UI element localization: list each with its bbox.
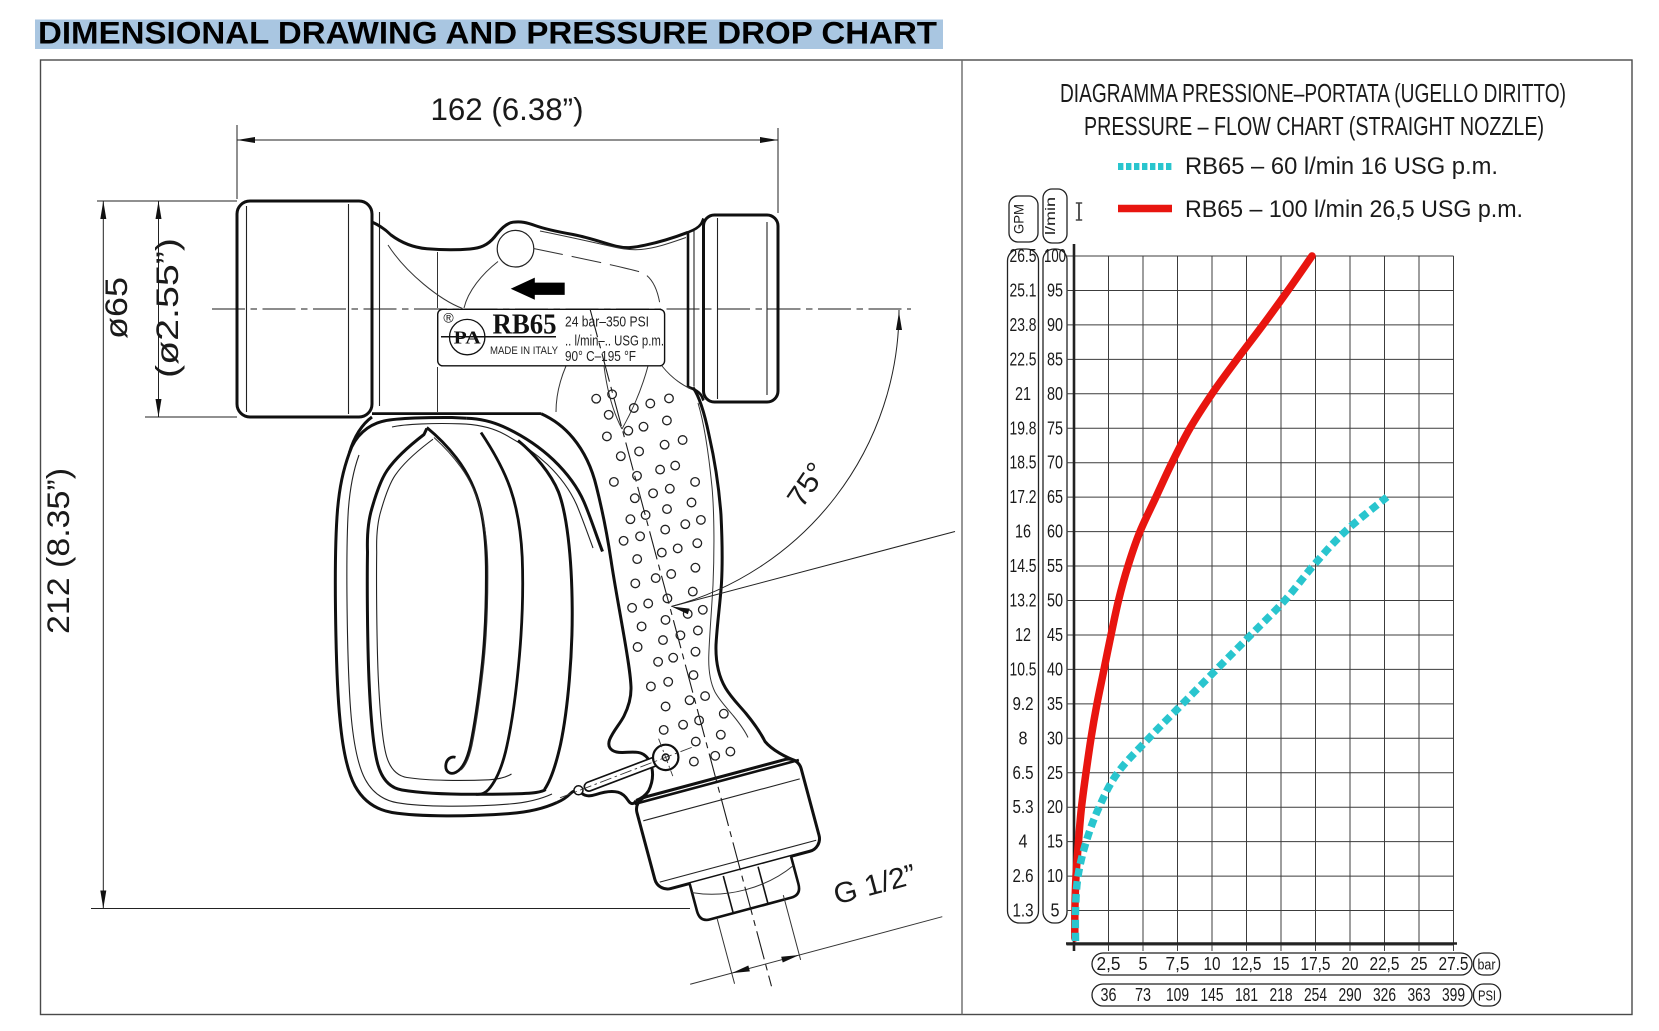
svg-text:45: 45	[1047, 624, 1063, 645]
svg-text:23.8: 23.8	[1010, 314, 1037, 335]
svg-text:12,5: 12,5	[1232, 954, 1262, 974]
svg-text:326: 326	[1373, 985, 1396, 1005]
svg-text:85: 85	[1047, 348, 1063, 369]
svg-text:27.5: 27.5	[1439, 954, 1469, 974]
svg-text:ø65: ø65	[98, 277, 134, 339]
svg-text:14.5: 14.5	[1010, 555, 1037, 576]
svg-text:bar: bar	[1478, 958, 1496, 974]
svg-text:35: 35	[1047, 693, 1063, 714]
svg-text:15: 15	[1273, 954, 1290, 974]
svg-text:PSI: PSI	[1478, 989, 1496, 1005]
svg-text:19.8: 19.8	[1010, 417, 1037, 438]
svg-text:218: 218	[1270, 985, 1293, 1005]
svg-text:5.3: 5.3	[1013, 796, 1034, 817]
svg-text:55: 55	[1047, 555, 1063, 576]
svg-text:100: 100	[1044, 245, 1066, 266]
svg-text:181: 181	[1235, 985, 1258, 1005]
svg-text:PRESSURE – FLOW CHART (STRAIGH: PRESSURE – FLOW CHART (STRAIGHT NOZZLE)	[1084, 111, 1544, 141]
svg-text:1.3: 1.3	[1013, 900, 1034, 921]
svg-text:95: 95	[1047, 279, 1063, 300]
svg-text:363: 363	[1408, 985, 1431, 1005]
svg-text:26.5: 26.5	[1010, 245, 1037, 266]
svg-text:5: 5	[1051, 900, 1060, 921]
svg-text:21: 21	[1015, 383, 1031, 404]
svg-text:290: 290	[1339, 985, 1362, 1005]
svg-text:16: 16	[1015, 521, 1031, 542]
svg-text:22,5: 22,5	[1370, 954, 1400, 974]
svg-text:10: 10	[1047, 865, 1063, 886]
svg-text:8: 8	[1019, 727, 1028, 748]
svg-text:80: 80	[1047, 383, 1063, 404]
svg-text:7,5: 7,5	[1166, 954, 1190, 974]
svg-text:DIMENSIONAL DRAWING AND PRESSU: DIMENSIONAL DRAWING AND PRESSURE DROP CH…	[38, 15, 937, 51]
svg-text:17.2: 17.2	[1010, 486, 1037, 507]
svg-text:(ø2.55”): (ø2.55”)	[149, 238, 185, 378]
svg-text:109: 109	[1166, 985, 1189, 1005]
svg-text:70: 70	[1047, 452, 1063, 473]
svg-text:.. l/min–.. USG p.m.: .. l/min–.. USG p.m.	[565, 334, 664, 350]
svg-text:25: 25	[1411, 954, 1428, 974]
svg-text:4: 4	[1019, 831, 1028, 852]
svg-text:15: 15	[1047, 831, 1063, 852]
svg-text:13.2: 13.2	[1010, 590, 1037, 611]
svg-text:RB65 – 100 l/min 26,5 USG p.m.: RB65 – 100 l/min 26,5 USG p.m.	[1185, 196, 1523, 223]
svg-text:20: 20	[1047, 796, 1063, 817]
svg-text:RB65 – 60 l/min 16 USG p.m.: RB65 – 60 l/min 16 USG p.m.	[1185, 153, 1498, 180]
svg-text:20: 20	[1342, 954, 1359, 974]
svg-text:30: 30	[1047, 727, 1063, 748]
svg-text:10.5: 10.5	[1010, 658, 1037, 679]
svg-text:90° C–195 °F: 90° C–195 °F	[565, 349, 636, 365]
svg-text:24 bar–350 PSI: 24 bar–350 PSI	[565, 315, 649, 331]
svg-text:50: 50	[1047, 590, 1063, 611]
svg-text:75: 75	[1047, 417, 1063, 438]
svg-text:9.2: 9.2	[1013, 693, 1034, 714]
svg-text:65: 65	[1047, 486, 1063, 507]
svg-text:®: ®	[443, 310, 454, 326]
svg-text:90: 90	[1047, 314, 1063, 335]
svg-text:212 (8.35”): 212 (8.35”)	[40, 468, 76, 634]
svg-text:2.6: 2.6	[1013, 865, 1034, 886]
svg-text:145: 145	[1201, 985, 1224, 1005]
svg-text:RB65: RB65	[493, 310, 557, 341]
svg-text:22.5: 22.5	[1010, 348, 1037, 369]
svg-text:25.1: 25.1	[1010, 279, 1037, 300]
svg-text:MADE IN ITALY: MADE IN ITALY	[490, 345, 559, 357]
svg-text:2,5: 2,5	[1097, 954, 1121, 974]
svg-text:DIAGRAMMA PRESSIONE–PORTATA (U: DIAGRAMMA PRESSIONE–PORTATA (UGELLO DIRI…	[1060, 78, 1566, 108]
svg-text:162 (6.38”): 162 (6.38”)	[431, 91, 584, 127]
svg-text:l/min: l/min	[1043, 197, 1058, 235]
svg-text:254: 254	[1304, 985, 1327, 1005]
svg-text:6.5: 6.5	[1013, 762, 1034, 783]
svg-text:36: 36	[1101, 985, 1117, 1005]
svg-text:GPM: GPM	[1012, 204, 1027, 234]
svg-text:5: 5	[1139, 954, 1148, 974]
svg-text:40: 40	[1047, 658, 1063, 679]
svg-text:10: 10	[1204, 954, 1221, 974]
svg-text:73: 73	[1135, 985, 1151, 1005]
svg-text:60: 60	[1047, 521, 1063, 542]
svg-text:399: 399	[1442, 985, 1465, 1005]
svg-text:17,5: 17,5	[1301, 954, 1331, 974]
svg-text:18.5: 18.5	[1010, 452, 1037, 473]
svg-text:25: 25	[1047, 762, 1063, 783]
svg-text:12: 12	[1015, 624, 1031, 645]
